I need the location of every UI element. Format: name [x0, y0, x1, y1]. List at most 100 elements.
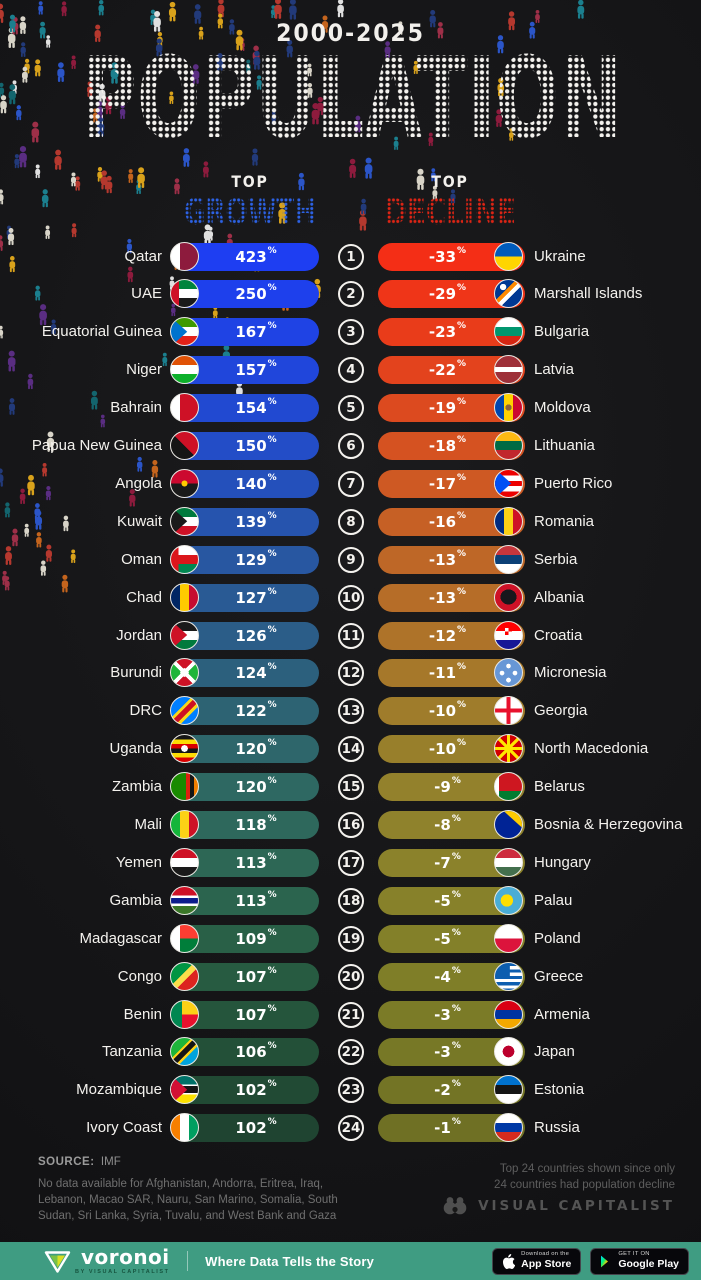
growth-country-label: Mozambique	[76, 1081, 162, 1099]
north-macedonia-flag-icon	[494, 734, 523, 764]
growth-bar: 109%	[171, 924, 319, 953]
growth-value: 129	[235, 550, 267, 569]
decline-value: -2	[434, 1081, 451, 1100]
source-line: SOURCE: IMF	[38, 1156, 121, 1168]
percent-sign: %	[267, 359, 277, 370]
decline-country-label: Albania	[534, 588, 585, 606]
binoculars-icon	[443, 1197, 467, 1215]
decline-value: -22	[428, 361, 457, 380]
decline-country-label: Romania	[534, 512, 595, 530]
growth-country-label: Jordan	[116, 626, 162, 644]
ranking-row: Jordan 126% 11 -12% Croatia	[0, 617, 701, 655]
croatia-flag-icon	[494, 620, 523, 650]
growth-country-label: Burundi	[110, 664, 162, 682]
percent-sign: %	[267, 548, 277, 559]
source-label: SOURCE:	[38, 1156, 95, 1168]
marshall-islands-flag-icon	[494, 279, 523, 309]
percent-sign: %	[267, 738, 277, 749]
equatorial-guinea-flag-icon	[170, 317, 199, 347]
ranking-row: Ivory Coast 102% 24 -1% Russia	[0, 1109, 701, 1147]
decline-value: -12	[428, 626, 457, 645]
visual-capitalist-wordmark: VISUAL CAPITALIST	[478, 1197, 675, 1214]
decline-value: -33	[428, 247, 457, 266]
rank-badge: 20	[338, 963, 364, 990]
congo-flag-icon	[170, 961, 199, 991]
percent-sign: %	[267, 510, 277, 521]
percent-sign: %	[451, 814, 461, 824]
decline-value: -3	[434, 1005, 451, 1024]
methodology-note: Top 24 countries shown since only 24 cou…	[494, 1163, 675, 1191]
growth-country-label: Mali	[134, 816, 162, 833]
percent-sign: %	[267, 586, 277, 597]
growth-value: 118	[235, 816, 267, 834]
percent-sign: %	[451, 1041, 461, 1052]
angola-flag-icon	[170, 468, 199, 498]
app-store-badge[interactable]: Download on the App Store	[492, 1247, 582, 1275]
armenia-flag-icon	[494, 999, 523, 1029]
ranking-row: Bahrain 154% 5 -19% Moldova	[0, 389, 701, 427]
decline-country-label: Marshall Islands	[534, 285, 643, 303]
growth-value: 106	[235, 1043, 267, 1062]
decline-country-label: Georgia	[534, 702, 588, 720]
decline-value: -1	[434, 1119, 451, 1138]
tanzania-flag-icon	[170, 1037, 199, 1067]
voronoi-logo[interactable]: voronoi BY VISUAL CAPITALIST	[44, 1247, 170, 1275]
rank-badge: 22	[338, 1039, 364, 1066]
growth-value: 109	[235, 929, 267, 948]
rank-badge: 16	[338, 812, 364, 838]
decline-country-label: North Macedonia	[534, 740, 649, 758]
growth-country-label: Uganda	[109, 740, 162, 758]
growth-bar: 129%	[171, 545, 319, 574]
ranking-row: Niger 157% 4 -22% Latvia	[0, 351, 701, 389]
growth-value: 157	[235, 361, 267, 380]
rank-badge: 6	[338, 433, 364, 459]
percent-sign: %	[267, 245, 277, 256]
header-growth: GROWTH	[184, 192, 316, 233]
growth-value: 127	[235, 588, 267, 607]
decline-value: -3	[434, 1043, 451, 1062]
growth-bar: 139%	[171, 507, 319, 536]
ranking-row: Equatorial Guinea 167% 3 -23% Bulgaria	[0, 313, 701, 351]
bahrain-flag-icon	[170, 393, 199, 423]
percent-sign: %	[451, 1117, 461, 1128]
decline-value: -19	[428, 399, 457, 418]
growth-value: 250	[235, 285, 267, 304]
percent-sign: %	[267, 435, 277, 445]
growth-value: 122	[235, 702, 267, 721]
burundi-flag-icon	[170, 658, 199, 688]
growth-country-label: Chad	[126, 588, 162, 606]
decline-country-label: Japan	[534, 1043, 575, 1061]
ranking-row: Oman 129% 9 -13% Serbia	[0, 541, 701, 579]
puerto-rico-flag-icon	[494, 468, 523, 498]
bosnia-herzegovina-flag-icon	[494, 810, 523, 839]
percent-sign: %	[267, 1079, 277, 1090]
decline-value: -23	[428, 323, 457, 342]
ranking-row: Chad 127% 10 -13% Albania	[0, 579, 701, 617]
palau-flag-icon	[494, 885, 523, 915]
decline-country-label: Micronesia	[534, 664, 607, 682]
app-store-line1: Download on the	[521, 1251, 570, 1258]
decline-country-label: Estonia	[534, 1081, 585, 1099]
growth-value: 167	[235, 323, 267, 342]
top-growth-label: TOP	[231, 172, 269, 191]
zambia-flag-icon	[170, 772, 199, 802]
google-play-line1: GET IT ON	[618, 1251, 650, 1258]
app-store-line2: App Store	[521, 1258, 572, 1271]
jordan-flag-icon	[170, 620, 199, 650]
voronoi-byline: BY VISUAL CAPITALIST	[75, 1269, 170, 1275]
growth-country-label: UAE	[131, 285, 162, 303]
ranking-row: Gambia 113% 18 -5% Palau	[0, 882, 701, 920]
google-play-badge[interactable]: GET IT ON Google Play	[590, 1247, 689, 1275]
latvia-flag-icon	[494, 355, 523, 385]
russia-flag-icon	[494, 1113, 523, 1143]
ranking-row: Angola 140% 7 -17% Puerto Rico	[0, 465, 701, 503]
decline-value: -8	[434, 816, 451, 834]
growth-value: 140	[235, 474, 267, 493]
ranking-row: DRC 122% 13 -10% Georgia	[0, 692, 701, 730]
source-value: IMF	[100, 1156, 121, 1168]
voronoi-footer-bar: voronoi BY VISUAL CAPITALIST Where Data …	[0, 1242, 701, 1280]
qatar-flag-icon	[170, 241, 199, 271]
google-play-line2: Google Play	[618, 1258, 679, 1271]
percent-sign: %	[267, 700, 277, 711]
